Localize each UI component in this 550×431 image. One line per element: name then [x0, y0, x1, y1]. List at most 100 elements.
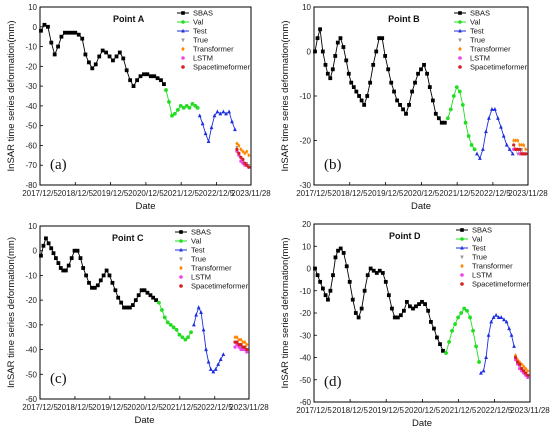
series-line: [445, 307, 480, 362]
data-point: [408, 304, 412, 309]
data-point: [318, 27, 322, 32]
data-point: [206, 139, 211, 144]
data-point: [211, 369, 216, 374]
legend: SBASValTestTrueTransformerLSTMSpacetimef…: [454, 9, 528, 72]
data-point: [457, 89, 462, 94]
legend-label: Spacetimeformer: [191, 282, 249, 291]
legend-label: Test: [472, 244, 487, 253]
plot-frame: [313, 223, 531, 403]
data-point: [131, 84, 136, 89]
data-point: [513, 355, 518, 360]
data-point: [98, 278, 103, 283]
data-point: [448, 107, 453, 112]
y-tick-label: -20: [299, 309, 311, 318]
data-point: [524, 371, 528, 375]
data-point: [335, 40, 340, 45]
data-point: [119, 300, 124, 305]
data-point: [492, 107, 497, 111]
legend-item: True: [179, 255, 206, 264]
data-point: [515, 357, 520, 362]
data-point: [142, 288, 147, 293]
x-tick-label: 2018/12/5: [332, 406, 368, 415]
data-point: [241, 157, 245, 161]
data-point: [441, 348, 445, 353]
legend-item: Spacetimeformer: [181, 63, 251, 72]
data-point: [165, 320, 170, 325]
data-point: [92, 285, 97, 290]
data-point: [122, 305, 126, 310]
legend-item: Spacetimeformer: [179, 282, 249, 291]
data-point: [499, 315, 504, 319]
data-point: [181, 105, 186, 110]
data-point: [206, 359, 211, 364]
data-point: [245, 350, 249, 354]
data-point: [357, 94, 361, 98]
data-point: [522, 364, 526, 369]
data-point: [489, 319, 494, 324]
data-point: [518, 362, 522, 366]
data-point: [130, 303, 135, 307]
data-point: [247, 165, 251, 169]
data-point: [233, 127, 237, 132]
legend-item: Val: [456, 235, 483, 244]
panel-label: (b): [324, 157, 342, 173]
data-point: [46, 24, 50, 29]
data-point: [509, 332, 514, 337]
data-point: [164, 88, 168, 92]
data-point: [484, 129, 488, 134]
legend-label: True: [193, 36, 208, 45]
data-point: [104, 268, 109, 273]
data-point: [526, 368, 530, 373]
chart-title: Point D: [389, 231, 421, 241]
legend-marker: [458, 28, 462, 33]
data-point: [160, 308, 164, 312]
y-tick-label: 10: [28, 3, 37, 12]
data-point: [101, 273, 106, 278]
data-point: [66, 263, 71, 268]
data-point: [522, 369, 526, 373]
legend-label: LSTM: [470, 54, 490, 63]
series-test: [197, 109, 237, 144]
data-point: [174, 327, 179, 332]
data-point: [328, 76, 333, 81]
data-point: [438, 342, 442, 347]
legend-item: SBAS: [175, 228, 211, 237]
legend-item: SBAS: [456, 226, 492, 235]
data-point: [51, 251, 56, 256]
x-tick-label: 2020/12/5: [127, 403, 163, 412]
data-point: [344, 58, 349, 63]
x-tick-label: 2017/12/5: [296, 406, 332, 415]
data-point: [199, 310, 203, 315]
data-point: [239, 147, 243, 152]
data-point: [46, 241, 51, 246]
y-tick-label: -20: [299, 137, 311, 146]
data-point: [520, 367, 524, 371]
legend-marker: [179, 247, 183, 252]
data-point: [247, 153, 251, 158]
data-point: [227, 109, 231, 114]
series-val: [444, 306, 481, 364]
data-point: [237, 337, 241, 342]
data-point: [59, 34, 64, 39]
data-point: [404, 111, 408, 116]
data-point: [494, 312, 498, 317]
data-point: [212, 113, 217, 118]
data-point: [460, 103, 465, 107]
y-tick-label: -40: [299, 354, 311, 363]
data-point: [341, 251, 346, 255]
data-point: [466, 134, 471, 138]
data-point: [230, 119, 234, 124]
legend-item: Transformer: [460, 262, 513, 271]
data-point: [459, 311, 464, 315]
data-point: [336, 248, 340, 253]
x-tick-label: 2020/12/5: [404, 189, 440, 198]
series-spacetimeformer: [512, 143, 528, 156]
x-tick-label: 2019/12/5: [368, 406, 404, 415]
plot-frame: [313, 6, 529, 186]
legend-label: Test: [470, 27, 485, 36]
data-point: [395, 98, 399, 103]
y-tick-label: -60: [25, 141, 37, 150]
data-point: [374, 271, 379, 275]
data-point: [39, 253, 43, 258]
legend-marker: [460, 245, 464, 250]
